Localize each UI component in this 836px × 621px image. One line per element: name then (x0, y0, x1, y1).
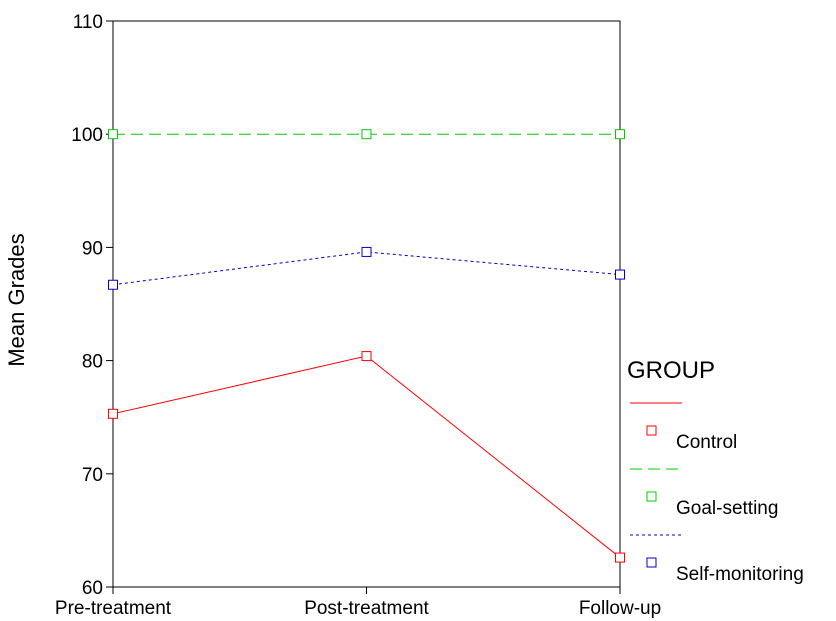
legend-item-goal-setting: Goal-setting (630, 468, 778, 519)
plot-frame (112, 20, 621, 588)
x-tick-label: Pre-treatment (55, 598, 172, 619)
legend-item-control: Control (630, 402, 737, 453)
y-tick-label: 90 (82, 238, 103, 259)
x-tick-label: Post-treatment (304, 598, 429, 619)
data-point-self-monitoring (108, 279, 118, 290)
y-tick-label: 100 (71, 125, 103, 146)
data-point-self-monitoring (361, 246, 372, 257)
legend-title: GROUP (627, 357, 715, 384)
data-point-control (361, 351, 372, 362)
plot-border (112, 20, 621, 588)
y-tick-label: 70 (82, 465, 103, 486)
data-point-goal-setting (108, 129, 118, 140)
legend-label: Goal-setting (676, 498, 778, 519)
y-axis: 60 70 80 90 100 110 (71, 12, 113, 599)
data-point-self-monitoring (615, 269, 625, 280)
legend-item-self-monitoring: Self-monitoring (630, 534, 804, 585)
data-point-control (108, 408, 118, 419)
legend-marker-swatch (646, 557, 657, 568)
x-axis: Pre-treatment Post-treatment Follow-up (55, 587, 661, 619)
x-tick-label: Follow-up (579, 598, 661, 619)
y-tick-label: 110 (73, 12, 103, 33)
legend: GROUP Control Goal-setting Self-monitoring (627, 357, 804, 585)
legend-marker-swatch (646, 491, 657, 502)
legend-label: Self-monitoring (676, 564, 804, 585)
data-point-control (615, 552, 625, 563)
data-point-goal-setting (615, 129, 625, 140)
legend-label: Control (676, 432, 737, 453)
y-tick-label: 60 (82, 578, 103, 599)
y-axis-title: Mean Grades (4, 233, 29, 366)
series-layer (108, 129, 625, 563)
y-tick-label: 80 (82, 352, 103, 373)
legend-marker-swatch (646, 425, 657, 436)
series-line-control (112, 355, 621, 558)
series-line-self-monitoring (112, 251, 621, 286)
data-point-goal-setting (361, 129, 372, 140)
